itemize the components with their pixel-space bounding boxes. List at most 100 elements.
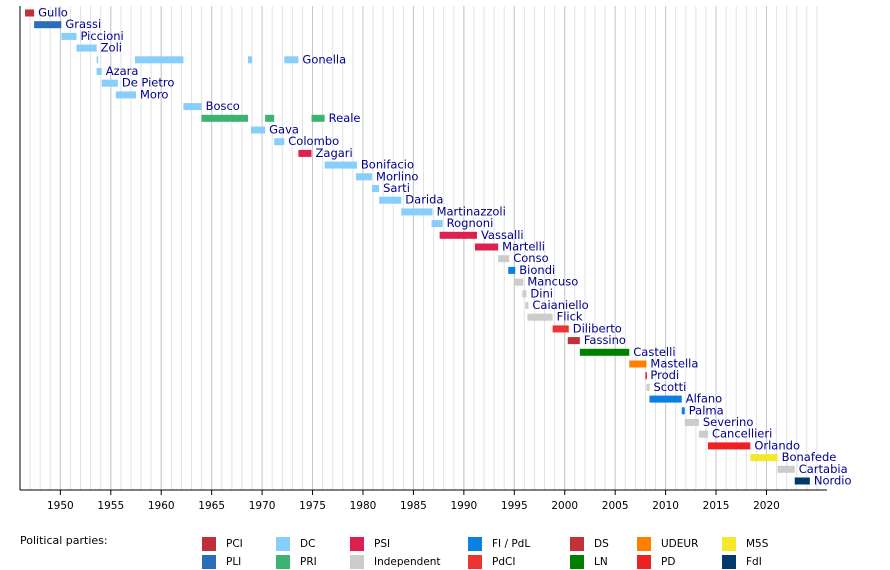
legend-swatch — [202, 555, 216, 569]
minister-name: Reale — [329, 111, 361, 125]
legend-swatch — [276, 555, 290, 569]
tenure-bar — [646, 383, 650, 391]
x-tick-label: 1985 — [400, 500, 427, 512]
legend-label: UDEUR — [661, 538, 698, 550]
tenure-bar — [474, 243, 499, 251]
tenure-bar — [681, 407, 685, 415]
x-tick-label: 2020 — [753, 500, 780, 512]
tenure-bar — [96, 68, 102, 75]
minister-name: Darida — [405, 193, 443, 207]
tenure-bar — [750, 454, 778, 462]
minister-name: Zagari — [316, 146, 353, 160]
legend-label: Independent — [374, 556, 441, 568]
tenure-bar — [134, 56, 184, 64]
tenure-bar — [284, 56, 299, 64]
x-tick-label: 1995 — [501, 500, 528, 512]
legend-swatch — [468, 555, 482, 569]
minister-name: Dini — [530, 286, 553, 300]
tenure-bar — [247, 56, 253, 64]
legend-label: DS — [594, 538, 609, 550]
minister-name: Conso — [513, 251, 548, 265]
minister-name: Alfano — [686, 392, 722, 406]
tenure-bar — [794, 477, 810, 485]
x-tick-label: 2000 — [551, 500, 578, 512]
tenure-bar — [201, 114, 248, 122]
tenure-bar — [311, 114, 325, 122]
minister-name: Biondi — [519, 263, 555, 277]
minister-name: Fassino — [584, 333, 626, 347]
minister-name: Grassi — [65, 17, 101, 31]
tenure-bar — [522, 290, 527, 298]
legend-swatch — [350, 537, 364, 551]
minister-name: Severino — [703, 415, 754, 429]
minister-name: Azara — [106, 64, 139, 78]
legend-label: M5S — [746, 538, 769, 550]
minister-name: Colombo — [288, 134, 339, 148]
legend-label: LN — [594, 556, 608, 568]
tenure-bar — [439, 231, 477, 239]
x-tick-label: 2010 — [652, 500, 679, 512]
legend-swatch — [202, 537, 216, 551]
x-tick-label: 1965 — [198, 500, 225, 512]
tenure-bar — [372, 185, 380, 192]
legend-label: PCI — [226, 538, 243, 550]
minister-name: Scotti — [653, 380, 686, 394]
tenure-bar — [355, 173, 373, 181]
tenure-bar — [34, 21, 62, 29]
tenure-bar — [514, 278, 524, 286]
minister-name: Diliberto — [573, 321, 622, 335]
minister-name: Moro — [140, 87, 168, 101]
legend-swatch — [637, 537, 651, 551]
minister-name: Castelli — [633, 345, 675, 359]
minister-name: Bosco — [206, 99, 240, 113]
minister-name: Gonella — [302, 52, 346, 66]
tenure-bar — [183, 103, 202, 111]
minister-name: Vassalli — [481, 228, 524, 242]
x-tick-label: 2005 — [602, 500, 629, 512]
legend-label: PdCI — [492, 556, 515, 568]
legend-label: DC — [300, 538, 315, 550]
tenure-bar — [298, 149, 312, 157]
minister-name: Caianiello — [532, 298, 588, 312]
tenure-bar — [552, 325, 569, 333]
minister-name: Morlino — [376, 169, 418, 183]
tenure-bar — [649, 395, 682, 403]
tenure-bar — [645, 372, 647, 380]
x-tick-label: 1975 — [299, 500, 326, 512]
minister-name: Palma — [689, 403, 724, 417]
minister-name: Flick — [557, 310, 583, 324]
tenure-bar — [498, 255, 510, 263]
tenure-bar — [251, 126, 266, 134]
legend-swatch — [276, 537, 290, 551]
legend-label: PRI — [300, 556, 317, 568]
legend-swatch — [468, 537, 482, 551]
legend-swatch — [722, 537, 736, 551]
x-tick-label: 1970 — [249, 500, 276, 512]
x-tick-label: 1955 — [97, 500, 124, 512]
tenure-bar — [101, 79, 118, 87]
tenure-bar — [379, 196, 402, 204]
minister-name: Orlando — [754, 438, 800, 452]
tenure-bar — [96, 56, 99, 64]
legend-label: PLI — [226, 556, 241, 568]
minister-name: Bonifacio — [361, 158, 414, 172]
minister-name: Cancellieri — [712, 427, 772, 441]
legend-label: FI / PdL — [492, 538, 530, 550]
minister-name: Prodi — [650, 368, 679, 382]
legend-swatch — [637, 555, 651, 569]
legend-swatch — [722, 555, 736, 569]
legend-label: PD — [661, 556, 675, 568]
tenure-bar — [527, 313, 553, 321]
minister-name: Zoli — [101, 41, 122, 55]
tenure-bar — [115, 91, 137, 99]
x-tick-label: 2015 — [703, 500, 730, 512]
minister-name: Nordio — [814, 474, 852, 488]
minister-name: Rognoni — [447, 216, 494, 230]
tenure-bar — [698, 430, 708, 438]
minister-name: Martelli — [502, 240, 545, 254]
minister-name: Gava — [269, 123, 299, 137]
tenure-bar — [324, 161, 357, 169]
minister-name: Mancuso — [527, 275, 578, 289]
tenure-bar — [684, 419, 699, 426]
